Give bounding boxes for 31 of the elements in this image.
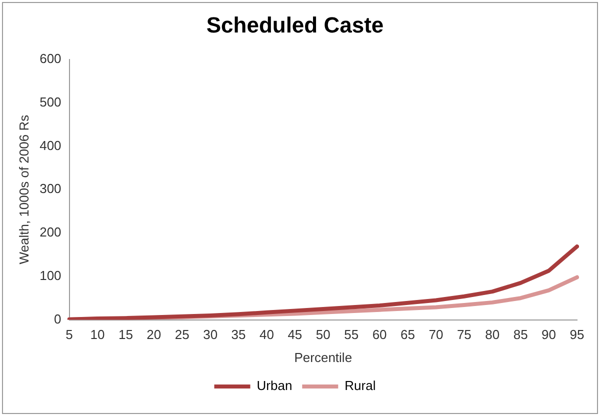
chart-title: Scheduled Caste <box>206 12 384 38</box>
x-tick-label: 65 <box>400 327 415 342</box>
x-tick-label: 25 <box>174 327 190 342</box>
y-tick-label: 0 <box>54 311 62 326</box>
legend-label: Rural <box>344 378 376 394</box>
x-tick-label: 55 <box>344 327 359 342</box>
x-axis-title: Percentile <box>294 350 352 365</box>
x-tick-label: 40 <box>260 327 274 342</box>
x-tick-label: 20 <box>146 327 162 342</box>
x-tick-label: 70 <box>428 327 444 342</box>
x-tick-label: 5 <box>66 327 73 342</box>
x-tick-label: 60 <box>372 327 387 342</box>
legend-label: Urban <box>256 378 292 394</box>
y-tick-label: 500 <box>40 94 62 110</box>
y-tick-label: 200 <box>40 224 62 240</box>
x-tick-label: 15 <box>118 327 133 342</box>
y-tick-label: 300 <box>40 181 62 196</box>
x-tick-label: 75 <box>456 327 472 342</box>
x-tick-label: 50 <box>316 327 330 342</box>
y-tick-label: 400 <box>40 138 62 153</box>
x-tick-label: 10 <box>90 327 105 342</box>
x-tick-label: 95 <box>570 327 584 342</box>
x-tick-label: 80 <box>485 327 500 342</box>
x-tick-label: 30 <box>203 327 218 342</box>
y-axis-title: Wealth, 1000s of 2006 Rs <box>16 114 32 264</box>
y-tick-label: 100 <box>40 268 62 283</box>
x-tick-label: 85 <box>513 327 528 342</box>
x-tick-label: 45 <box>288 327 302 342</box>
x-tick-label: 90 <box>542 327 556 342</box>
x-tick-label: 35 <box>231 327 246 342</box>
y-tick-label: 600 <box>40 50 62 66</box>
